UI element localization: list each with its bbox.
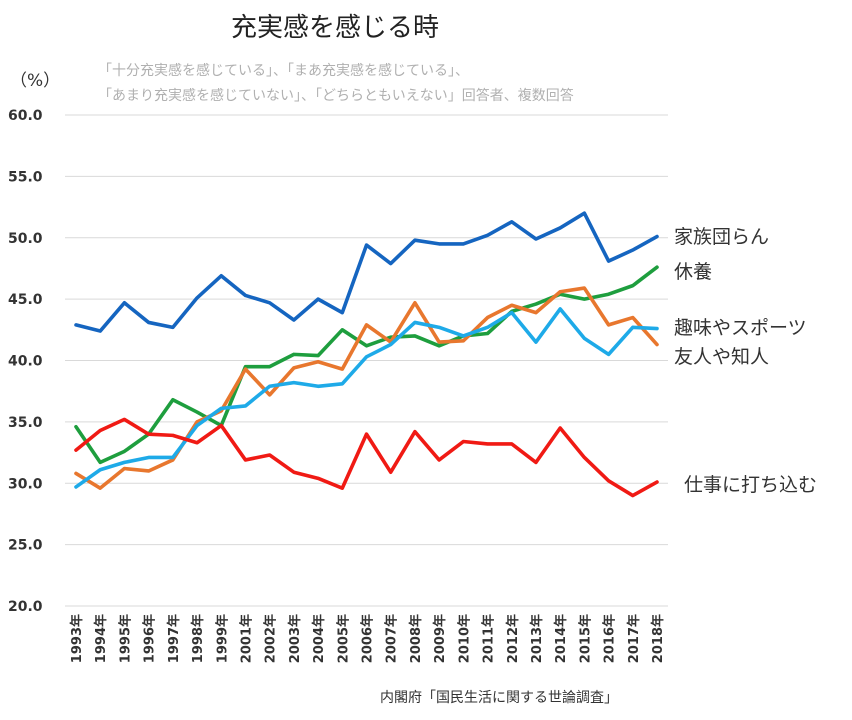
series-label: 家族団らん	[674, 226, 769, 248]
series-line	[74, 417, 659, 498]
y-tick-label: 30.0	[8, 476, 43, 492]
x-tick-label: 1994年	[93, 614, 109, 663]
x-tick-label: 2008年	[408, 614, 424, 663]
x-tick-label: 2011年	[481, 614, 497, 663]
x-tick-label: 2014年	[553, 614, 569, 663]
x-tick-label: 2015年	[577, 614, 593, 663]
series-lines	[74, 211, 659, 498]
x-tick-label: 2001年	[238, 614, 254, 663]
series-label: 友人や知人	[674, 346, 769, 368]
chart-note-line-1: 「十分充実感を感じている」、「まあ充実感を感じている」、	[98, 62, 469, 79]
y-tick-label: 55.0	[8, 169, 43, 185]
x-tick-label: 1997年	[166, 614, 182, 663]
chart-title: 充実感を感じる時	[231, 13, 439, 43]
x-tick-label: 2016年	[602, 614, 618, 663]
x-tick-label: 2002年	[263, 614, 279, 663]
x-tick-label: 1998年	[190, 614, 206, 663]
x-tick-label: 2007年	[384, 614, 400, 663]
x-tick-label: 2003年	[287, 614, 303, 663]
grid	[65, 114, 668, 607]
y-tick-label: 40.0	[8, 354, 43, 370]
series-line	[74, 211, 659, 333]
series-label: 趣味やスポーツ	[674, 317, 807, 339]
x-axis-ticks: 1993年 1994年 1995年 1996年 1997年 1998年 1999年 2001年…	[69, 614, 666, 663]
x-tick-label: 2018年	[650, 614, 666, 663]
x-tick-label: 1993年	[69, 614, 85, 663]
x-tick-label: 1995年	[117, 614, 133, 663]
x-tick-label: 1999年	[214, 614, 230, 663]
y-tick-label: 60.0	[8, 108, 43, 124]
y-tick-label: 35.0	[8, 415, 43, 431]
x-tick-label: 2004年	[311, 614, 327, 663]
x-tick-label: 2006年	[360, 614, 376, 663]
y-tick-label: 20.0	[8, 599, 43, 615]
x-tick-label: 2005年	[335, 614, 351, 663]
x-tick-label: 2010年	[456, 614, 472, 663]
x-tick-label: 2012年	[505, 614, 521, 663]
series-label: 休養	[674, 261, 712, 283]
chart-note-line-2: 「あまり充実感を感じていない」、「どちらともいえない」回答者、複数回答	[98, 87, 574, 104]
x-tick-label: 1996年	[142, 614, 158, 663]
series-line	[74, 286, 659, 490]
y-axis-ticks: 20.0 25.0 30.0 35.0 40.0 45.0 50.0 55.0 60.0	[8, 108, 43, 615]
y-unit-label: （%）	[10, 71, 60, 91]
x-tick-label: 2013年	[529, 614, 545, 663]
x-tick-label: 2017年	[626, 614, 642, 663]
y-tick-label: 45.0	[8, 292, 43, 308]
series-label: 仕事に打ち込む	[684, 474, 817, 496]
y-tick-label: 25.0	[8, 538, 43, 554]
x-tick-label: 2009年	[432, 614, 448, 663]
series-line	[74, 265, 659, 465]
source-note: 内閣府「国民生活に関する世論調査」	[380, 690, 618, 706]
y-tick-label: 50.0	[8, 231, 43, 247]
series-line	[74, 307, 659, 489]
